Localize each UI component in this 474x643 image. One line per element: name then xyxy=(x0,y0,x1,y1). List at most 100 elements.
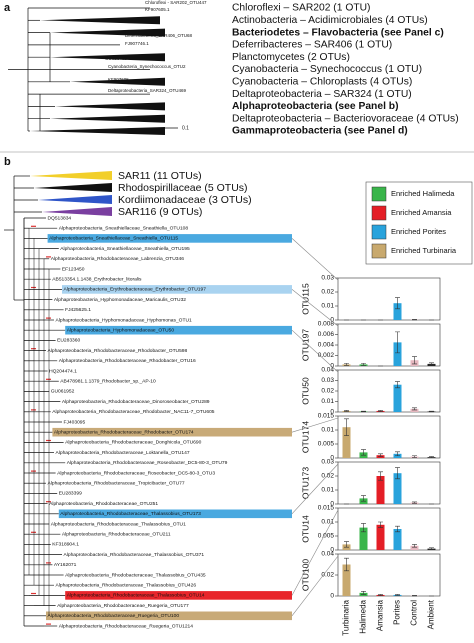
leaf-label: Alphaproteobacteria_Sneathiellaceae_Snea… xyxy=(60,246,190,252)
highlight xyxy=(47,234,292,243)
y-tick-label: 0.005 xyxy=(318,533,335,540)
clade-label: SAR11 (11 OTUs) xyxy=(118,170,202,182)
error-bar xyxy=(412,407,417,411)
leaf-label: KF907605.1 xyxy=(145,7,170,12)
bootstrap xyxy=(46,439,51,442)
connector xyxy=(291,555,339,616)
y-tick-label: 0 xyxy=(330,409,334,416)
error-bar xyxy=(395,381,400,389)
highlight xyxy=(58,509,292,519)
leaf-label: Alphaproteobacteria_Hyphomonadaceae_Mari… xyxy=(54,297,186,303)
bar xyxy=(410,545,419,550)
bootstrap xyxy=(31,286,36,289)
legend-swatch xyxy=(371,186,387,202)
collapsed-clade xyxy=(55,102,165,111)
leaf-label: AY162071 xyxy=(54,562,77,568)
legend-label: Enriched Porites xyxy=(391,227,446,236)
y-axis-label: OTU100 xyxy=(300,559,310,591)
y-tick-label: 0.01 xyxy=(321,487,334,494)
leaf-label: Alphaproteobacteria_Rhodobacteraceae_Lab… xyxy=(51,256,185,262)
leaf-label: Alphaproteobacteria_Sneathiellaceae_Snea… xyxy=(49,236,178,242)
y-axis-label: OTU197 xyxy=(300,329,310,361)
error-bar xyxy=(395,297,400,310)
leaf-label: Alphaproteobacteria_Rhodobacteraceae_Rho… xyxy=(52,409,215,415)
y-tick-label: 0.015 xyxy=(318,413,335,420)
leaf-label: Deltaproteobacteria_SAR324_OTU469 xyxy=(108,88,187,93)
y-tick-label: 0 xyxy=(330,547,334,554)
panel-label: a xyxy=(4,2,11,14)
clade-label: Cyanobacteria – Synechococcus (1 OTU) xyxy=(232,64,422,75)
collapsed-clade xyxy=(50,53,165,62)
leaf-label: Alphaproteobacteria_Rhodobacteraceae_Tha… xyxy=(65,572,206,578)
leaf-label: Alphaproteobacteria_Sneathiellaceae_Snea… xyxy=(59,225,189,231)
leaf-label: Alphaproteobacteria_Erythrobacteraceae_E… xyxy=(64,287,207,293)
highlight xyxy=(62,285,292,294)
collapsed-clade xyxy=(30,127,165,135)
leaf-label: Alphaproteobacteria_Rhodobacteraceae_Rho… xyxy=(54,429,194,435)
leaf-label: Alphaproteobacteria_Rhodobacteraceae_Rho… xyxy=(48,348,188,354)
bootstrap xyxy=(31,470,36,472)
x-tick-label: Amansia xyxy=(376,599,385,631)
error-bar xyxy=(429,410,434,413)
bootstrap xyxy=(46,256,51,258)
leaf-label: Alphaproteobacteria_Rhodobacteraceae_Rue… xyxy=(59,623,194,629)
error-bar xyxy=(378,453,383,457)
error-bar xyxy=(378,471,383,481)
error-bar xyxy=(395,525,400,533)
y-tick-label: 0 xyxy=(330,317,334,324)
clade-label: Alphaproteobacteria (see Panel b) xyxy=(232,101,399,112)
connector xyxy=(291,417,339,433)
error-bar xyxy=(412,356,417,365)
error-bar xyxy=(412,501,417,504)
leaf-label: Alphaproteobacteria_Rhodobacteraceae_Don… xyxy=(65,440,201,446)
bar xyxy=(342,427,351,458)
leaf-label: Chloroflexi - SAR202_OTU447 xyxy=(145,0,207,5)
error-bar xyxy=(361,363,366,366)
error-bar xyxy=(395,451,400,457)
leaf-label: DQ513834 xyxy=(48,215,72,221)
leaf-label: Alphaproteobacteria_Rhodobacteraceae_Ros… xyxy=(67,460,228,466)
legend-swatch xyxy=(371,205,387,221)
plot-frame xyxy=(337,507,441,551)
leaf-label: Cyanobacteria_Synechococcus_OTU2 xyxy=(108,64,186,69)
y-tick-label: 0.03 xyxy=(321,459,334,466)
leaf-label: EU283399 xyxy=(59,491,82,497)
panel-label: b xyxy=(4,156,11,168)
bar xyxy=(410,408,419,412)
leaf-label: Deferribacteres_SAR406_OTU68 xyxy=(125,33,193,38)
clade-label: Rhodospirillaceae (5 OTUs) xyxy=(118,182,248,194)
y-tick-label: 0.004 xyxy=(318,342,335,349)
error-bar xyxy=(344,363,349,366)
legend-swatch xyxy=(371,243,387,259)
y-tick-label: 0.01 xyxy=(321,303,334,310)
leaf-label: EU283360 xyxy=(57,338,80,344)
connector xyxy=(291,238,339,281)
leaf-label: GU826462 xyxy=(105,56,127,61)
highlight xyxy=(52,427,293,437)
y-axis-label: OTU14 xyxy=(300,515,310,543)
bar xyxy=(376,524,385,550)
y-axis-label: OTU115 xyxy=(300,283,310,315)
error-bar xyxy=(344,557,349,572)
clade-label: Planctomycetes (2 OTUs) xyxy=(232,52,350,63)
leaf-label: Alphaproteobacteria_Hyphomonadaceae_Hyph… xyxy=(56,317,192,323)
bootstrap xyxy=(31,531,36,533)
error-bar xyxy=(378,410,383,412)
error-bar xyxy=(344,541,349,548)
leaf-label: AB513354.1.1438_Erythrobacter_litoralis xyxy=(52,276,142,282)
y-tick-label: 0 xyxy=(330,501,334,508)
legend-label: Enriched Halimeda xyxy=(391,189,455,198)
leaf-label: Alphaproteobacteria_Rhodobacteraceae_OTU… xyxy=(49,501,158,507)
leaf-label: HQ204474.1 xyxy=(49,368,77,374)
y-tick-label: 0 xyxy=(330,363,334,370)
y-tick-label: 0.006 xyxy=(318,331,335,338)
collapsed-clade xyxy=(70,77,165,86)
leaf-label: Alphaproteobacteria_Rhodobacteraceae_Tha… xyxy=(51,521,186,527)
leaf-label: Alphaproteobacteria_Rhodobacteraceae_OTU… xyxy=(62,531,171,537)
y-tick-label: 0.03 xyxy=(321,377,334,384)
plot-frame xyxy=(337,277,441,321)
bootstrap xyxy=(31,225,36,227)
scale-label: 0.1 xyxy=(182,125,189,131)
y-tick-label: 0.01 xyxy=(321,427,334,434)
